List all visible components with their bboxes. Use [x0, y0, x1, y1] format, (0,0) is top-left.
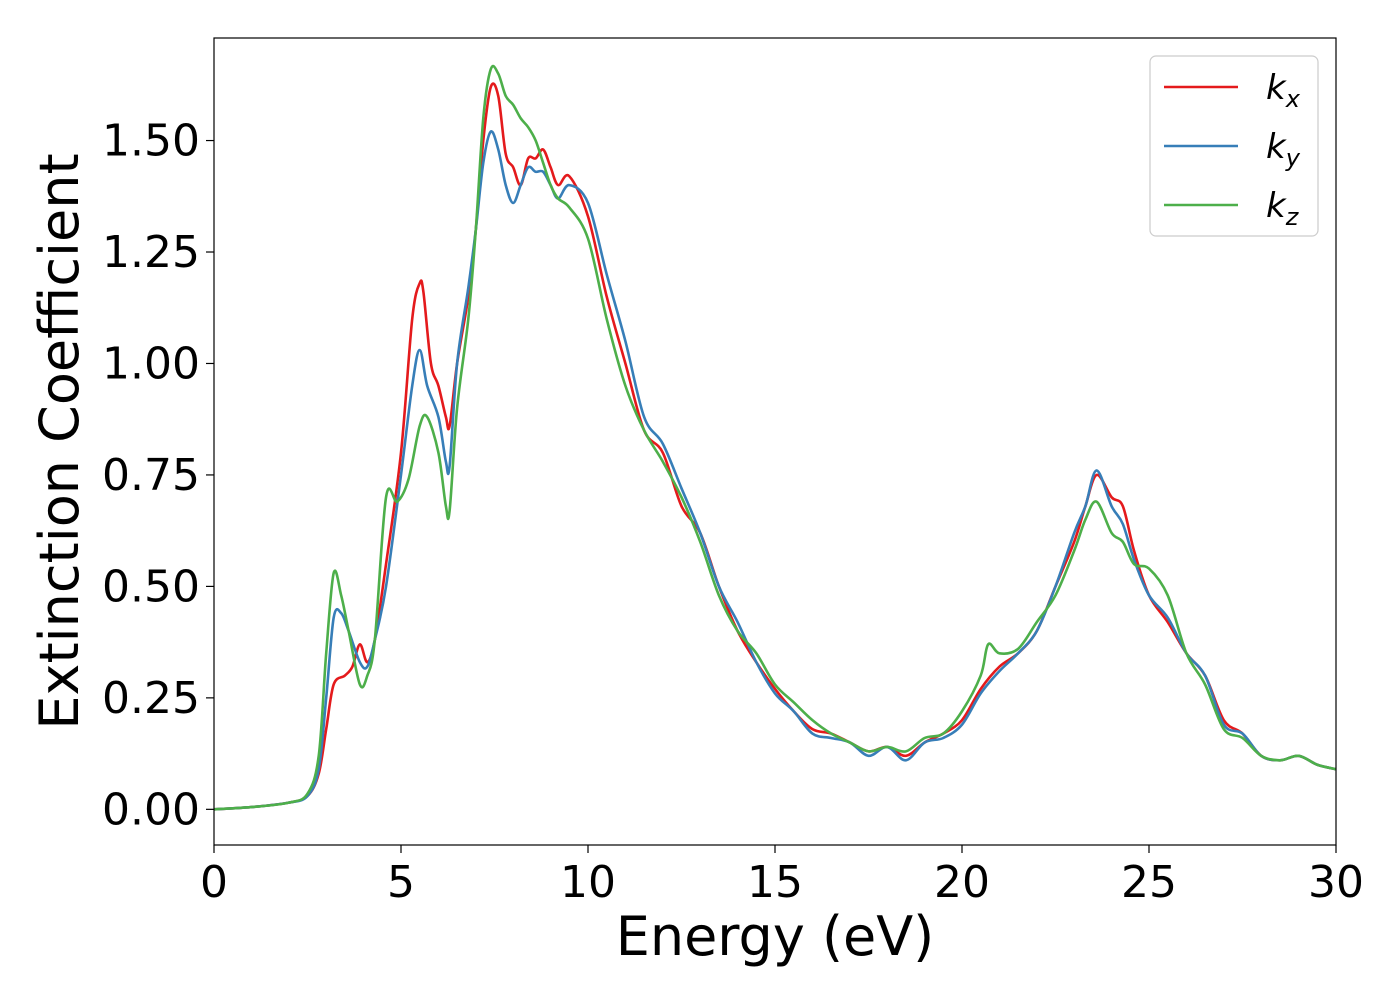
series-lines — [213, 64, 1337, 811]
x-axis: 0 5 10 15 20 25 30 — [200, 845, 1364, 908]
y-axis: 0.00 0.25 0.50 0.75 1.00 1.25 1.50 — [102, 116, 214, 835]
legend-label-base: k — [1266, 127, 1287, 167]
series-line-kz — [213, 64, 1337, 811]
y-tick-label: 0.50 — [102, 561, 200, 612]
y-tick-label: 0.25 — [102, 673, 200, 724]
legend-label-kz: kz — [1266, 186, 1300, 231]
y-tick-label: 0.00 — [102, 784, 200, 835]
x-tick-label: 30 — [1308, 857, 1364, 908]
legend-label-subscript: x — [1285, 85, 1301, 113]
y-tick-label: 0.75 — [102, 450, 200, 501]
x-tick-label: 5 — [387, 857, 415, 908]
x-tick-label: 0 — [200, 857, 228, 908]
series-line-kx — [213, 82, 1337, 811]
y-axis-title: Extinction Coefficient — [28, 153, 91, 729]
y-tick-label: 1.00 — [102, 338, 200, 389]
legend-label-subscript: y — [1285, 144, 1301, 172]
series-line-ky — [213, 130, 1337, 811]
legend-label-base: k — [1266, 186, 1287, 226]
x-axis-title: Energy (eV) — [616, 905, 935, 968]
x-tick-label: 25 — [1121, 857, 1177, 908]
x-tick-label: 15 — [747, 857, 803, 908]
legend-label-subscript: z — [1285, 203, 1300, 231]
legend-label-kx: kx — [1266, 68, 1301, 113]
y-tick-label: 1.50 — [102, 116, 200, 167]
legend-label-ky: ky — [1266, 127, 1301, 172]
y-tick-label: 1.25 — [102, 227, 200, 278]
legend-label-base: k — [1266, 68, 1287, 108]
x-tick-label: 20 — [934, 857, 990, 908]
x-tick-label: 10 — [560, 857, 616, 908]
